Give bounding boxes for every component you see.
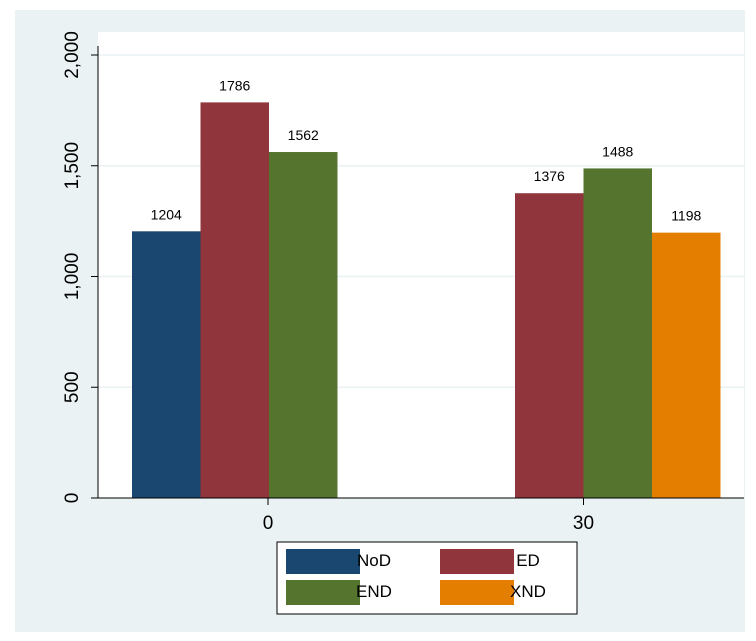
legend-label-ed: ED	[516, 551, 540, 570]
bar-value-label: 1488	[602, 143, 633, 159]
axes: 0 500 1,000 1,500 2,000 0 30	[62, 31, 744, 534]
x-tick-label: 0	[263, 513, 274, 534]
bar-ed-30	[515, 193, 584, 498]
bar-value-label: 1786	[219, 77, 250, 93]
bar-ed-0	[200, 102, 269, 498]
y-tick-label: 1,000	[62, 253, 83, 301]
bar-value-label: 1204	[151, 206, 182, 222]
bars	[132, 102, 721, 498]
legend-label-nod: NoD	[357, 551, 391, 570]
legend-key-end	[286, 580, 360, 605]
y-tick-label: 500	[62, 371, 83, 403]
legend-label-end: END	[356, 582, 392, 601]
bar-value-labels: 1204 1786 1562 1376 1488 1198	[151, 77, 702, 223]
y-tick-label: 0	[62, 493, 83, 504]
legend: NoD ED END XND	[276, 541, 578, 615]
bar-value-label: 1198	[671, 208, 701, 224]
x-tick-label: 30	[573, 513, 594, 534]
bar-nod-0	[132, 231, 201, 498]
legend-key-nod	[286, 549, 360, 574]
legend-key-xnd	[440, 580, 514, 605]
legend-key-ed	[440, 549, 514, 574]
legend-label-xnd: XND	[510, 582, 546, 601]
bar-end-0	[269, 152, 338, 498]
bar-xnd-30	[652, 232, 721, 498]
y-tick-label: 1,500	[62, 142, 83, 190]
bar-value-label: 1562	[288, 127, 319, 143]
bar-end-30	[583, 168, 652, 498]
y-tick-label: 2,000	[62, 31, 83, 79]
bar-value-label: 1376	[534, 168, 565, 184]
